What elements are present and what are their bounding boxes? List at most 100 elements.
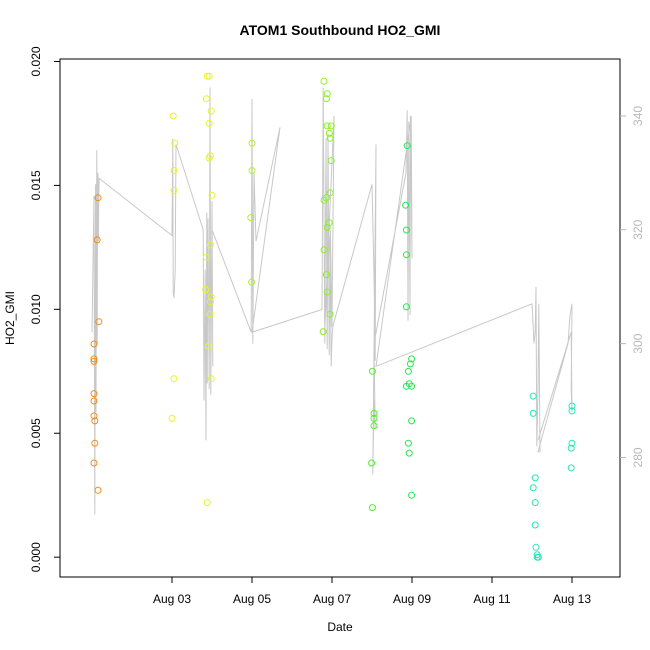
data-point [402,226,410,234]
data-point [326,134,334,142]
data-point [368,367,376,375]
data-point [402,251,410,259]
data-point [207,375,215,383]
data-point [568,402,576,410]
data-point [404,367,412,375]
x-tick-label: Aug 13 [553,592,591,606]
data-point [94,194,102,202]
data-point [91,417,99,425]
chart-title: ATOM1 Southbound HO2_GMI [240,22,441,38]
data-point [90,397,98,405]
data-point [531,521,539,529]
y-tick-label: 0.015 [29,170,43,200]
data-point [402,303,410,311]
y-tick-label: 0.020 [29,46,43,76]
y-tick-label: 0.010 [29,294,43,324]
data-point [203,72,211,80]
data-point [206,241,214,249]
data-point [567,464,575,472]
data-point [247,214,255,222]
data-point [91,439,99,447]
data-point [408,417,416,425]
data-point [207,107,215,115]
data-point [325,129,333,137]
data-point [532,543,540,551]
data-point [90,340,98,348]
data-point [368,459,376,467]
data-point [404,439,412,447]
y-axis-label: HO2_GMI [3,291,17,345]
data-point [323,288,331,296]
y2-axis: 280 300 320 340 [620,106,645,467]
data-point [370,422,378,430]
x-tick-label: Aug 09 [393,592,431,606]
points-layer [90,72,576,561]
data-point [207,293,215,301]
data-point [322,271,330,279]
data-point [370,409,378,417]
data-point [320,246,328,254]
data-point [320,77,328,85]
data-point [248,278,256,286]
data-point [90,390,98,398]
data-point [531,499,539,507]
data-point [326,189,334,197]
data-point [203,499,211,507]
data-point [403,142,411,150]
data-point [168,414,176,422]
y-tick-label: 0.005 [29,418,43,448]
x-axis-label: Date [327,620,353,634]
data-point [205,154,213,162]
data-point [408,491,416,499]
x-tick-label: Aug 07 [313,592,351,606]
data-point [90,357,98,365]
data-point [206,298,214,306]
data-point [531,474,539,482]
data-point [204,343,212,350]
data-point [529,409,537,417]
data-point [320,196,328,204]
data-point [402,201,410,209]
data-point [93,236,101,244]
data-point [368,504,376,512]
data-point [327,122,335,130]
data-point [205,119,213,127]
x-tick-label: Aug 11 [473,592,510,606]
y2-tick-label: 320 [631,219,645,239]
x-tick-label: Aug 05 [233,592,271,606]
data-point [170,186,178,194]
data-point [90,459,98,467]
data-point [326,310,334,318]
data-point [568,439,576,447]
data-point [248,139,256,147]
data-point [202,253,210,261]
data-point [202,95,210,103]
data-point [370,414,378,422]
data-point [202,286,210,293]
data-point [248,167,256,174]
y2-tick-label: 280 [631,447,645,467]
data-point [170,167,178,174]
data-point [323,90,331,98]
data-point [323,224,331,231]
data-point [208,191,216,199]
data-point [408,355,416,363]
data-point [568,407,576,415]
data-point [171,139,179,147]
data-point [319,328,327,336]
data-point [327,157,335,165]
data-point [406,360,414,368]
data-point [529,392,537,400]
data-point [95,318,103,326]
data-point [90,412,98,420]
data-point [533,553,541,561]
data-point [170,375,178,383]
y2-tick-label: 300 [631,333,645,353]
series-line-layer [91,87,573,515]
data-point [90,355,98,363]
y-axis: 0.000 0.005 0.010 0.015 0.020 [29,46,61,572]
data-point [405,449,413,457]
x-axis: Aug 03 Aug 05 Aug 07 Aug 09 Aug 11 Aug 13 [153,576,591,606]
data-point [205,72,213,80]
